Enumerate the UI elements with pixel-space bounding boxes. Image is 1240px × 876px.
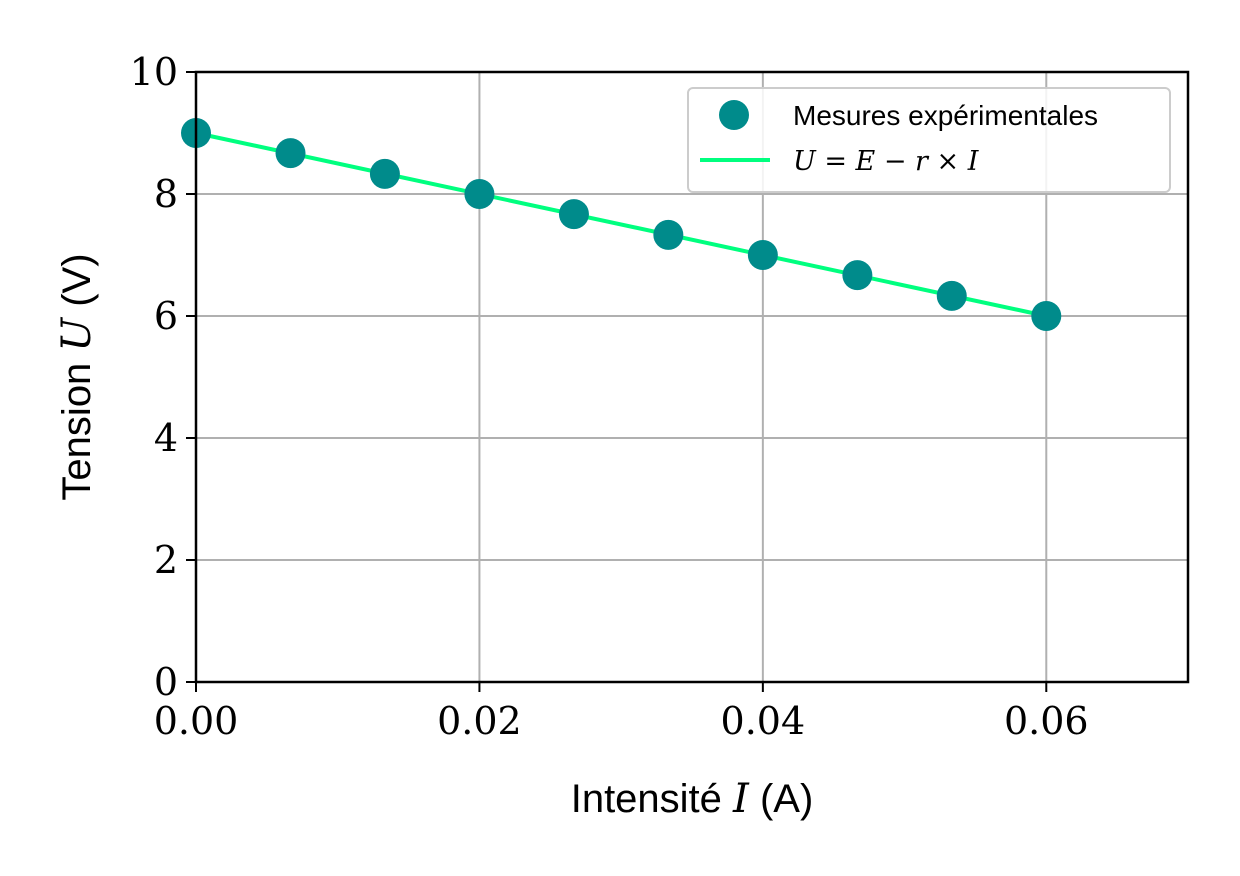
y-tick-label: 8 <box>154 172 178 216</box>
axis-ticks: 0.00 0.02 0.04 0.06 0 2 4 6 8 10 <box>130 50 1089 743</box>
y-tick-label: 10 <box>130 50 178 94</box>
data-point <box>464 179 495 209</box>
y-axis-label: Tension U (V) <box>54 253 100 500</box>
x-tick-label: 0.04 <box>721 699 806 743</box>
data-point <box>1031 301 1062 331</box>
y-tick-label: 6 <box>154 294 178 338</box>
data-point <box>747 240 778 270</box>
legend-box <box>687 87 1171 193</box>
x-tick-label: 0.00 <box>154 699 239 743</box>
y-tick-label: 2 <box>154 538 178 582</box>
data-point <box>275 138 306 169</box>
data-point <box>842 260 873 291</box>
x-axis-label: Intensité I (A) <box>571 776 814 822</box>
x-tick-label: 0.06 <box>1004 699 1089 743</box>
data-point <box>369 158 400 189</box>
legend: Mesures expérimentales U = E − r × I <box>687 87 1171 193</box>
data-point <box>936 280 967 311</box>
y-tick-label: 0 <box>154 660 178 704</box>
data-point <box>653 219 684 250</box>
data-point <box>558 199 589 230</box>
y-tick-label: 4 <box>154 416 178 460</box>
legend-marker-scatter <box>719 100 749 130</box>
plot-frame <box>194 70 1190 684</box>
legend-label-line: U = E − r × I <box>793 146 980 177</box>
legend-label-scatter: Mesures expérimentales <box>793 100 1098 131</box>
x-tick-label: 0.02 <box>437 699 522 743</box>
fit-line <box>195 131 1047 318</box>
